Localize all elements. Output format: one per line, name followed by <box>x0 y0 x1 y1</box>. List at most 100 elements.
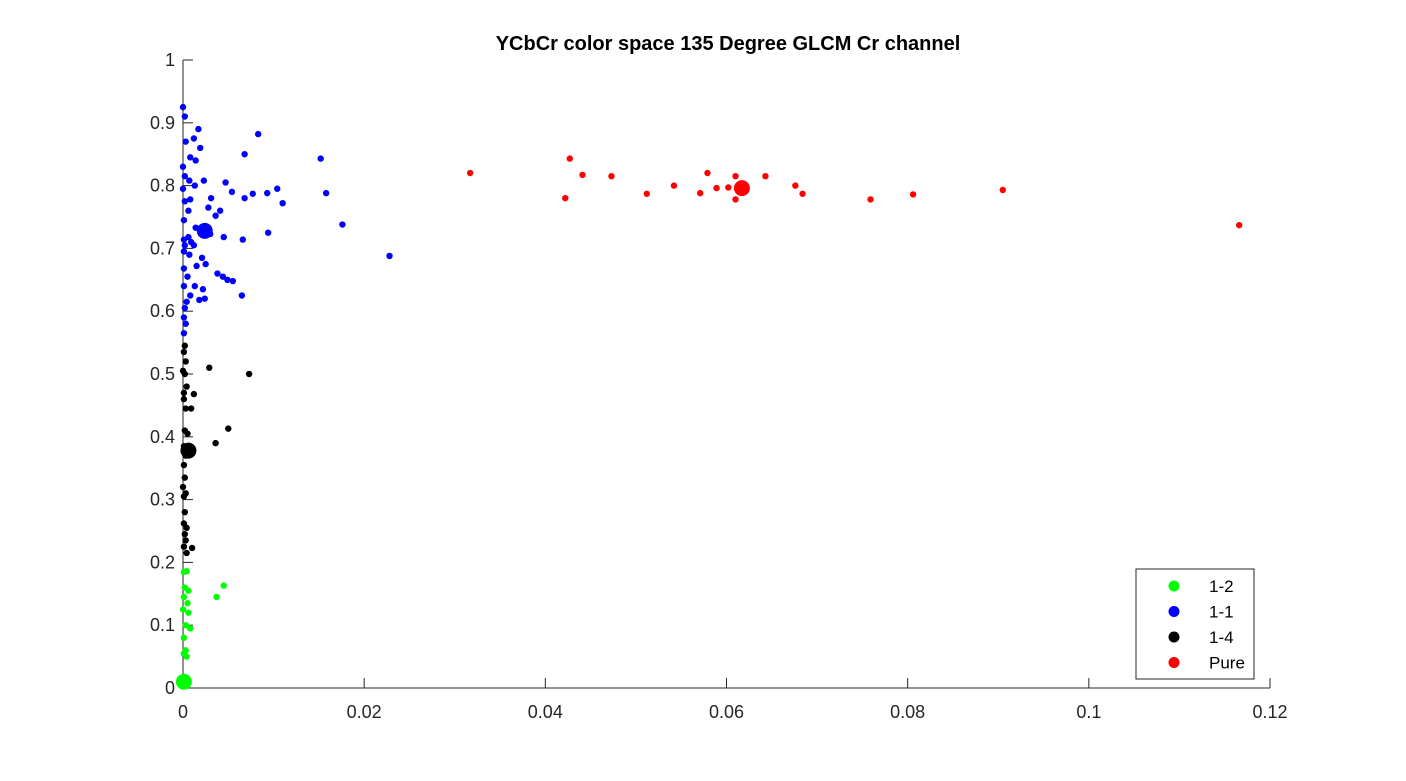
data-point <box>190 135 198 142</box>
data-point <box>608 172 615 180</box>
data-point <box>216 207 224 214</box>
data-point <box>185 207 192 214</box>
x-tick-label: 0.06 <box>709 702 744 722</box>
y-tick-label: 0.6 <box>150 301 175 321</box>
data-point <box>212 439 219 447</box>
data-point <box>190 242 198 249</box>
data-point <box>704 169 711 177</box>
data-point <box>190 390 198 398</box>
data-point <box>199 286 207 293</box>
data-point <box>187 292 194 299</box>
data-point <box>192 157 199 164</box>
mean-point <box>733 180 750 197</box>
data-point <box>213 593 220 601</box>
data-point <box>239 236 246 243</box>
data-point <box>180 348 188 356</box>
legend-label: 1-4 <box>1209 628 1234 647</box>
data-point <box>180 329 188 337</box>
data-point <box>200 177 208 184</box>
data-point <box>228 188 236 196</box>
data-point <box>180 314 188 321</box>
data-point <box>566 155 573 162</box>
data-point <box>180 265 188 272</box>
data-point <box>206 364 213 371</box>
chart-title: YCbCr color space 135 Degree GLCM Cr cha… <box>496 33 961 55</box>
data-point <box>188 544 196 552</box>
data-point <box>182 138 189 145</box>
mean-point <box>180 442 197 459</box>
data-point <box>183 524 190 532</box>
data-point <box>999 186 1006 194</box>
data-point <box>249 190 256 197</box>
data-point <box>184 430 191 437</box>
data-point <box>339 221 346 228</box>
data-point <box>214 270 221 277</box>
data-point <box>1236 221 1243 229</box>
data-point <box>386 252 393 260</box>
legend-marker <box>1168 657 1180 668</box>
data-point <box>181 198 189 205</box>
data-point <box>867 196 874 203</box>
mean-point <box>196 222 213 239</box>
data-point <box>181 113 189 120</box>
data-point <box>182 622 189 629</box>
series-pure <box>466 155 1243 229</box>
data-point <box>238 292 246 299</box>
data-point <box>732 172 739 180</box>
data-point <box>732 196 739 203</box>
series-1-2 <box>175 567 227 690</box>
data-point <box>182 358 189 365</box>
data-point <box>181 342 189 349</box>
data-point <box>799 190 806 197</box>
y-tick-label: 1 <box>165 50 175 70</box>
data-point <box>762 172 769 180</box>
data-point <box>179 163 187 170</box>
data-point <box>220 582 227 589</box>
data-point <box>579 171 586 179</box>
y-tick-label: 0.4 <box>150 427 175 447</box>
x-tick-label: 0.08 <box>890 702 925 722</box>
x-tick-label: 0.1 <box>1076 702 1101 722</box>
data-point <box>222 179 229 186</box>
data-point <box>245 370 253 378</box>
series-1-4 <box>179 342 253 557</box>
data-point <box>181 530 189 538</box>
data-point <box>195 125 202 133</box>
data-point <box>180 282 188 290</box>
data-point <box>180 216 188 224</box>
data-point <box>201 295 208 302</box>
data-point <box>181 172 189 180</box>
data-point <box>241 194 248 202</box>
data-point <box>181 242 189 249</box>
data-point <box>225 425 232 432</box>
data-point <box>220 233 227 241</box>
series-1-1 <box>179 103 393 337</box>
data-point <box>184 600 191 607</box>
legend: 1-2 1-1 1-4 Pure <box>1135 568 1255 680</box>
y-tick-label: 0.5 <box>150 364 175 384</box>
y-tick-label: 0.1 <box>150 615 175 635</box>
data-point <box>181 370 189 378</box>
data-point <box>264 229 272 236</box>
data-point <box>713 184 720 192</box>
axes: 0 0.02 0.04 0.06 0.08 0.1 0.12 0 0.1 0.2 0.3 0.4 0.5… <box>150 50 1288 722</box>
data-point <box>219 273 227 280</box>
legend-label: Pure <box>1209 654 1245 673</box>
data-point <box>670 182 678 189</box>
data-point <box>180 634 188 641</box>
legend-label: 1-1 <box>1209 603 1234 622</box>
data-point <box>180 389 188 397</box>
data-point <box>180 493 188 500</box>
y-tick-label: 0.8 <box>150 176 175 196</box>
data-point <box>193 262 200 270</box>
data-point <box>466 169 474 177</box>
data-point <box>179 103 187 111</box>
data-point <box>254 130 262 138</box>
data-point <box>180 461 188 469</box>
data-point <box>187 405 195 412</box>
data-point <box>185 609 192 616</box>
data-point <box>183 653 190 660</box>
x-tick-label: 0 <box>178 702 188 722</box>
series-layer <box>175 103 1243 690</box>
